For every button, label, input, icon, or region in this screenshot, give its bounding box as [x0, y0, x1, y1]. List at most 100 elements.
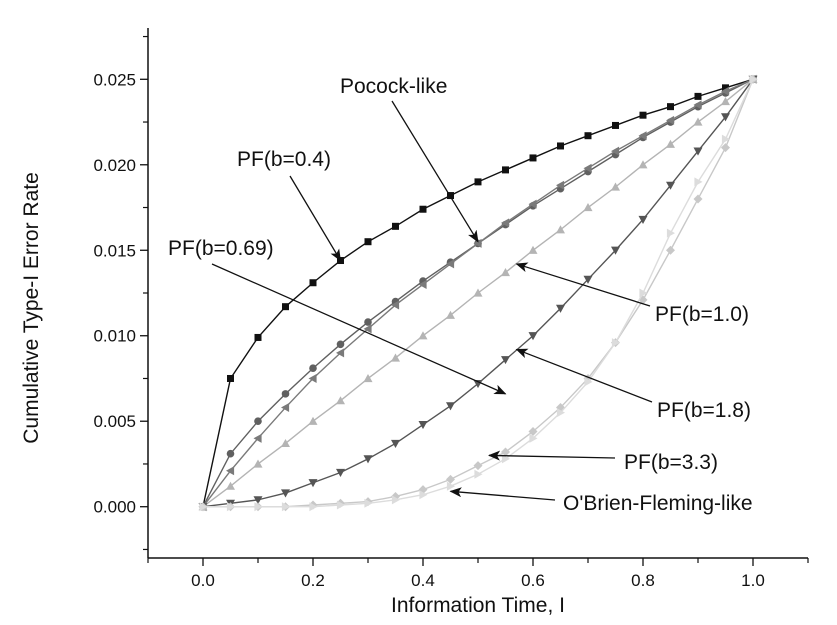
- data-point: [473, 288, 483, 297]
- data-point: [473, 461, 483, 471]
- data-point: [281, 390, 290, 398]
- y-tick-label: 0.020: [93, 156, 136, 175]
- data-point: [364, 498, 373, 508]
- annotations: Pocock-like PF(b=0.4) PF(b=0.69) PF(b=1.0) P…: [168, 75, 753, 515]
- data-point: [336, 396, 345, 405]
- data-point: [556, 408, 565, 418]
- annotation-arrow: [488, 450, 616, 461]
- data-point: [363, 324, 372, 334]
- data-point: [721, 143, 730, 153]
- x-tick-label: 0.4: [411, 571, 435, 590]
- data-point: [666, 115, 675, 125]
- data-point: [364, 238, 372, 246]
- data-point: [722, 84, 729, 92]
- data-point: [666, 228, 675, 238]
- data-point: [308, 416, 318, 425]
- x-tick-label: 1.0: [741, 571, 765, 590]
- data-point: [227, 374, 234, 382]
- data-point: [528, 245, 538, 254]
- data-point: [501, 454, 510, 464]
- data-point: [308, 373, 317, 383]
- data-point: [391, 439, 400, 448]
- series-triangle-up: [198, 74, 758, 511]
- annotation-arrow: [515, 348, 653, 403]
- x-tick-label: 0.2: [301, 571, 325, 590]
- y-tick-label: 0.015: [93, 241, 136, 260]
- annotation-arrow: [289, 175, 342, 262]
- data-point: [254, 502, 263, 512]
- annotation-arrow: [391, 100, 479, 243]
- data-point: [446, 474, 455, 484]
- data-point: [584, 132, 592, 140]
- y-tick-label: 0.005: [93, 412, 136, 431]
- data-point: [583, 203, 593, 212]
- annotation-label: Pocock-like: [340, 75, 447, 98]
- annotation-label: PF(b=3.3): [624, 451, 718, 474]
- data-point: [253, 496, 263, 505]
- data-point: [391, 353, 400, 362]
- data-point: [749, 74, 758, 84]
- data-point: [556, 304, 565, 313]
- data-point: [418, 421, 428, 430]
- y-axis-title: Cumulative Type-I Error Rate: [20, 172, 43, 444]
- series-triangle-right: [199, 74, 758, 512]
- x-tick-label: 0.0: [191, 571, 215, 590]
- x-tick-label: 0.6: [521, 571, 545, 590]
- data-point: [392, 222, 399, 230]
- data-point: [281, 403, 290, 413]
- annotation-label: PF(b=0.4): [237, 148, 331, 171]
- y-tick-label: 0.000: [93, 498, 136, 517]
- data-point: [364, 318, 372, 326]
- annotation-arrow: [211, 263, 507, 395]
- data-point: [529, 154, 537, 162]
- data-point: [446, 259, 455, 269]
- data-point: [666, 245, 675, 255]
- data-point: [611, 338, 620, 348]
- data-point: [253, 433, 262, 443]
- data-point: [612, 121, 619, 129]
- data-point: [583, 275, 593, 284]
- annotation-arrow: [449, 487, 556, 501]
- data-point: [226, 466, 235, 476]
- data-point: [446, 402, 455, 411]
- data-point: [693, 100, 702, 110]
- annotation-label: PF(b=0.69): [168, 237, 274, 260]
- data-point: [473, 238, 482, 248]
- data-point: [693, 147, 703, 156]
- annotation-label: PF(b=1.8): [657, 399, 751, 422]
- data-point: [226, 502, 235, 512]
- data-point: [282, 303, 289, 311]
- data-point: [721, 134, 730, 144]
- data-point: [557, 142, 564, 150]
- data-point: [611, 182, 620, 191]
- series-triangle-left: [198, 74, 757, 512]
- data-point: [583, 163, 592, 173]
- axes: 0.0 0.2 0.4 0.6 0.8 1.0 0.000 0.005 0.010 0.015 0.…: [93, 28, 809, 590]
- x-tick-label: 0.8: [631, 571, 655, 590]
- data-point: [474, 178, 482, 186]
- data-point: [638, 160, 648, 169]
- data-point: [666, 139, 675, 148]
- data-point: [363, 455, 373, 464]
- data-point: [363, 373, 373, 383]
- data-point: [281, 438, 290, 448]
- data-point: [309, 364, 317, 373]
- series-group: [198, 74, 758, 512]
- data-point: [419, 205, 427, 213]
- data-point: [308, 479, 318, 488]
- y-tick-label: 0.010: [93, 327, 136, 346]
- annotation-label: O'Brien-Fleming-like: [563, 492, 753, 515]
- data-point: [529, 433, 538, 443]
- data-point: [639, 111, 647, 119]
- data-point: [502, 166, 509, 174]
- data-point: [418, 331, 428, 340]
- data-point: [611, 146, 620, 156]
- data-point: [446, 481, 455, 491]
- data-point: [693, 194, 703, 204]
- data-point: [556, 225, 565, 234]
- data-point: [694, 177, 703, 187]
- data-point: [528, 426, 538, 436]
- data-point: [474, 469, 483, 479]
- data-point: [281, 489, 290, 498]
